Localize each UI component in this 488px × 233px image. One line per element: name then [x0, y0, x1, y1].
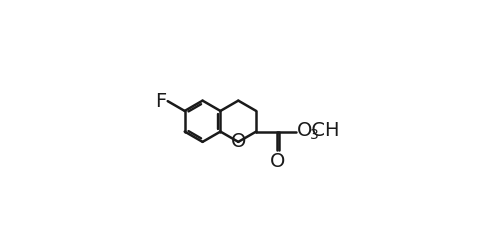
- Text: O: O: [270, 152, 285, 171]
- Text: F: F: [155, 92, 166, 111]
- Text: O: O: [231, 132, 246, 151]
- Text: OCH: OCH: [297, 121, 341, 140]
- Text: 3: 3: [310, 128, 319, 142]
